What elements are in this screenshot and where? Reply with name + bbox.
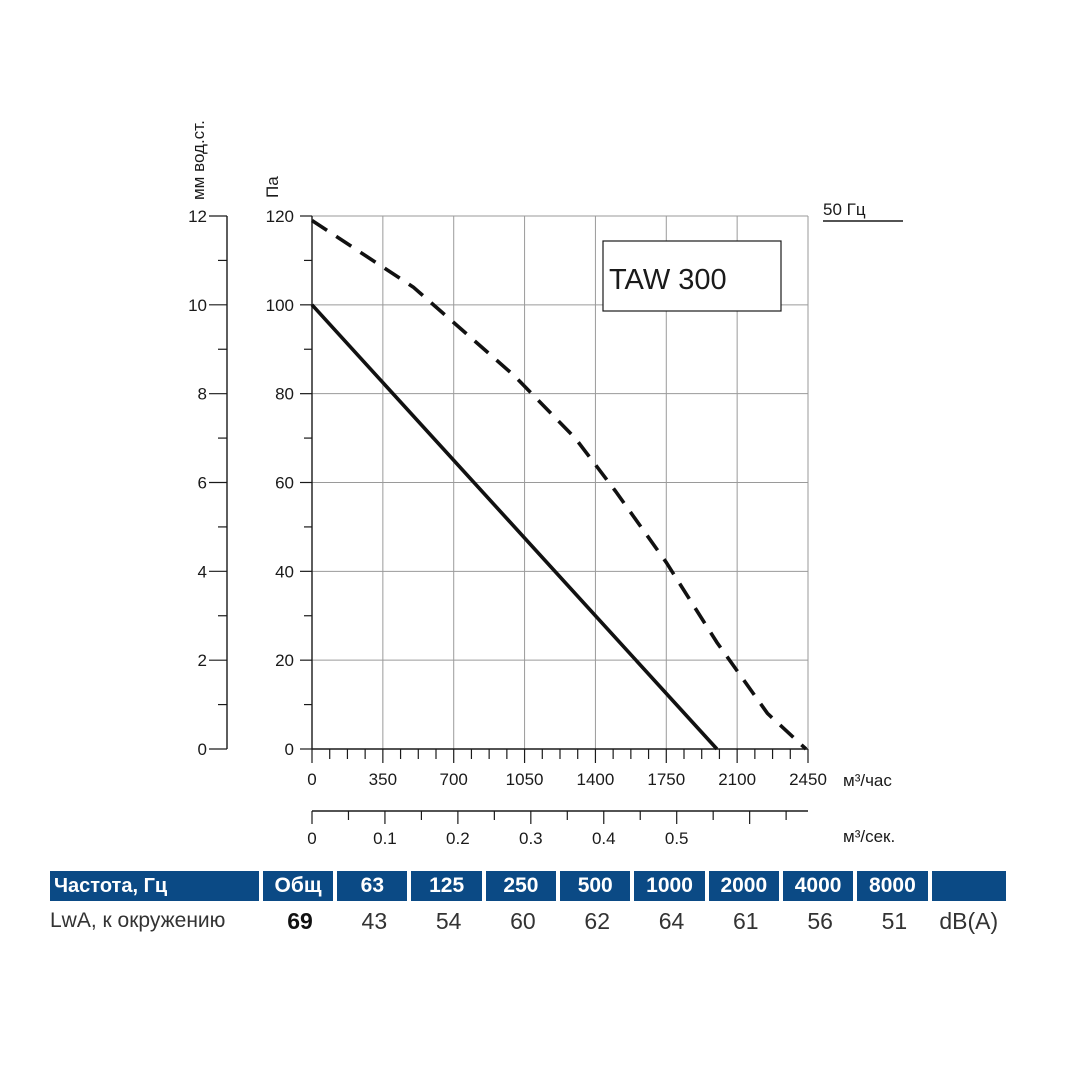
axis-ticks [209, 215, 809, 824]
freq-header: 63 [337, 871, 412, 901]
x2-tick-label: 0.1 [373, 829, 397, 848]
x2-tick-label: 0 [307, 829, 316, 848]
x-axis-title: м³/час [843, 771, 892, 790]
noise-value: 61 [733, 907, 759, 934]
noise-value: 51 [881, 907, 908, 934]
frequency-header: Частота, Гц [50, 871, 263, 901]
x2-tick-label: 0.5 [665, 829, 689, 848]
noise-table-header: Частота, Гц Общ 63 125 250 500 1000 2000… [50, 871, 1006, 901]
curve-solid [310, 303, 719, 751]
y-tick-label: 80 [275, 385, 294, 404]
noise-table: Частота, Гц Общ 63 125 250 500 1000 2000… [50, 871, 1006, 941]
x-tick-label: 2450 [789, 770, 827, 789]
noise-value: 64 [658, 907, 685, 934]
noise-value: 43 [361, 907, 388, 934]
x-tick-label: 1400 [577, 770, 615, 789]
y-tick-label: 100 [266, 296, 294, 315]
y-tick-label: 120 [266, 207, 294, 226]
y-left-tick-label: 0 [198, 740, 207, 759]
x2-axis-title: м³/сек. [843, 827, 895, 846]
freq-header: 500 [560, 871, 635, 901]
x2-tick-label: 0.2 [446, 829, 470, 848]
model-title: TAW 300 [609, 264, 727, 296]
freq-header: 4000 [782, 871, 858, 901]
row-label: LwA, к окружению [50, 909, 226, 932]
unit-value: dB(A) [939, 907, 999, 934]
y-left-axis-title: мм вод.ст. [189, 120, 208, 200]
x-tick-label: 350 [369, 770, 397, 789]
y-left-tick-label: 4 [198, 562, 207, 581]
noise-value: 62 [584, 907, 611, 934]
noise-value: 56 [807, 907, 833, 934]
noise-value: 60 [510, 907, 536, 934]
y-tick-label: 60 [275, 474, 294, 493]
x-tick-label: 0 [307, 770, 316, 789]
freq-header: 250 [485, 871, 561, 901]
freq-header: 1000 [634, 871, 709, 901]
y-tick-label: 0 [285, 740, 294, 759]
frequency-label: 50 Гц [823, 200, 866, 219]
y-left-tick-label: 8 [198, 385, 207, 404]
series [310, 218, 808, 751]
unit-header-empty [931, 871, 1006, 901]
noise-table-row: LwA, к окружению 69 43 54 60 62 64 61 56… [50, 901, 1006, 941]
model-title-box [602, 240, 782, 312]
x-tick-label: 1050 [506, 770, 544, 789]
y-tick-label: 40 [275, 562, 294, 581]
total-header: Общ [262, 871, 338, 901]
x-tick-label: 2100 [718, 770, 756, 789]
curve-dashed [311, 218, 808, 751]
x-tick-label: 1750 [647, 770, 685, 789]
y-left-tick-label: 6 [198, 474, 207, 493]
freq-header: 125 [411, 871, 486, 901]
freq-header: 2000 [708, 871, 783, 901]
y-tick-label: 20 [275, 651, 294, 670]
y-left-tick-label: 2 [198, 651, 207, 670]
freq-header: 8000 [857, 871, 932, 901]
y-left-tick-label: 10 [188, 296, 207, 315]
x2-tick-label: 0.4 [592, 829, 616, 848]
y-left-tick-label: 12 [188, 207, 207, 226]
total-value: 69 [287, 907, 313, 934]
y-axis-title: Па [263, 176, 282, 198]
x-tick-label: 700 [440, 770, 468, 789]
x2-tick-label: 0.3 [519, 829, 543, 848]
noise-value: 54 [435, 907, 462, 934]
